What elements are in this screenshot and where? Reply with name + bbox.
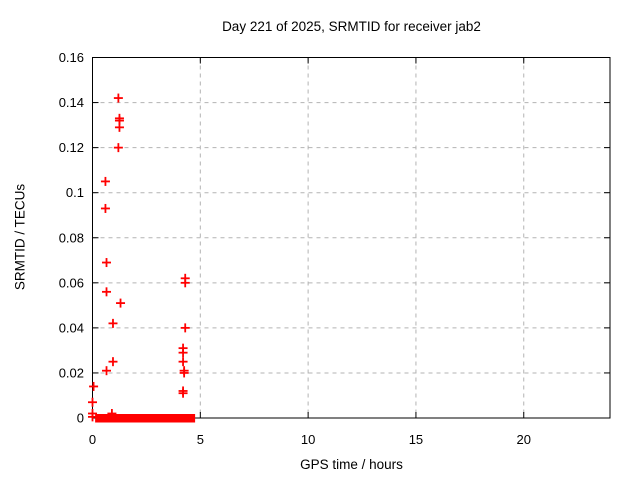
x-tick-label: 15 <box>409 432 423 447</box>
y-tick-label: 0.02 <box>59 365 84 380</box>
x-tick-label: 20 <box>517 432 531 447</box>
y-tick-label: 0.12 <box>59 140 84 155</box>
y-tick-label: 0.04 <box>59 320 84 335</box>
y-tick-label: 0.16 <box>59 50 84 65</box>
zero-band <box>95 414 196 423</box>
y-tick-label: 0 <box>77 411 84 426</box>
y-tick-label: 0.1 <box>66 185 84 200</box>
chart-title: Day 221 of 2025, SRMTID for receiver jab… <box>222 19 481 34</box>
x-tick-label: 10 <box>301 432 315 447</box>
y-tick-label: 0.08 <box>59 230 84 245</box>
x-tick-label: 5 <box>197 432 204 447</box>
y-tick-label: 0.06 <box>59 275 84 290</box>
x-tick-label: 0 <box>89 432 96 447</box>
x-axis-label: GPS time / hours <box>300 457 403 472</box>
y-tick-label: 0.14 <box>59 95 84 110</box>
